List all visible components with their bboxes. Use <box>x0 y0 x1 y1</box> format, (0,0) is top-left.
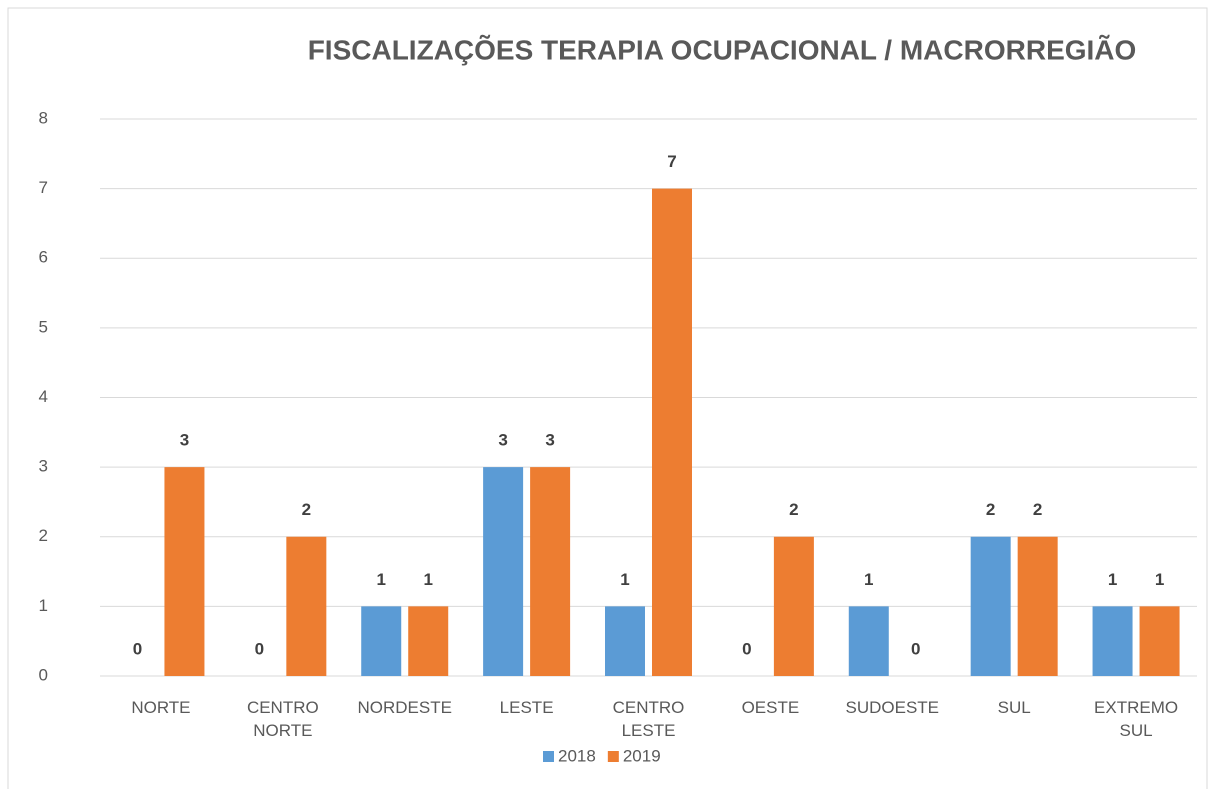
data-label: 2 <box>1033 500 1042 519</box>
bar <box>970 536 1011 676</box>
bar <box>286 536 327 676</box>
bar <box>1139 606 1180 676</box>
x-tick-label: SUDOESTE <box>845 698 940 717</box>
data-label: 0 <box>911 639 920 658</box>
chart-frame <box>7 7 1208 789</box>
bar <box>652 188 692 676</box>
data-label: 3 <box>545 431 554 450</box>
bar <box>164 467 205 676</box>
bar <box>848 606 889 676</box>
bar <box>361 606 402 676</box>
data-label: 3 <box>180 431 189 450</box>
data-label: 1 <box>620 570 629 589</box>
bar <box>483 467 524 676</box>
y-tick-label: 2 <box>39 526 48 545</box>
bar <box>773 536 814 676</box>
data-label: 1 <box>376 570 385 589</box>
x-tick-label: NORDESTE <box>357 698 452 717</box>
x-tick-label: LESTE <box>499 698 554 717</box>
data-label: 0 <box>742 639 751 658</box>
y-tick-label: 0 <box>39 665 48 684</box>
y-tick-label: 5 <box>39 317 48 336</box>
data-label: 2 <box>789 500 798 519</box>
data-label: 0 <box>255 639 264 658</box>
data-label: 0 <box>133 639 142 658</box>
bar <box>530 467 571 676</box>
y-tick-label: 8 <box>39 108 48 127</box>
y-tick-label: 1 <box>39 596 48 615</box>
legend-label: 2018 <box>558 746 596 765</box>
x-tick-label: CENTRO NORTE <box>246 698 319 740</box>
bar <box>1092 606 1133 676</box>
y-tick-label: 7 <box>39 178 48 197</box>
y-tick-label: 6 <box>39 248 48 267</box>
data-label: 2 <box>302 500 311 519</box>
data-label: 1 <box>423 570 432 589</box>
y-tick-label: 3 <box>39 457 48 476</box>
data-label: 1 <box>1155 570 1164 589</box>
data-label: 2 <box>986 500 995 519</box>
data-label: 1 <box>864 570 873 589</box>
x-tick-label: NORTE <box>131 698 191 717</box>
data-label: 1 <box>1108 570 1117 589</box>
y-tick-label: 4 <box>39 387 48 406</box>
legend-label: 2019 <box>623 746 661 765</box>
x-tick-label: CENTRO LESTE <box>612 698 685 740</box>
bar <box>1017 536 1058 676</box>
bar <box>408 606 449 676</box>
x-tick-label: SUL <box>997 698 1031 717</box>
chart-title: FISCALIZAÇÕES TERAPIA OCUPACIONAL / MACR… <box>308 34 1137 65</box>
legend-swatch <box>607 751 619 762</box>
data-label: 7 <box>667 152 676 171</box>
x-tick-label: EXTREMO SUL <box>1094 698 1179 740</box>
bar <box>605 606 645 676</box>
x-tick-label: OESTE <box>741 698 800 717</box>
legend-swatch <box>543 751 554 762</box>
data-label: 3 <box>498 431 507 450</box>
